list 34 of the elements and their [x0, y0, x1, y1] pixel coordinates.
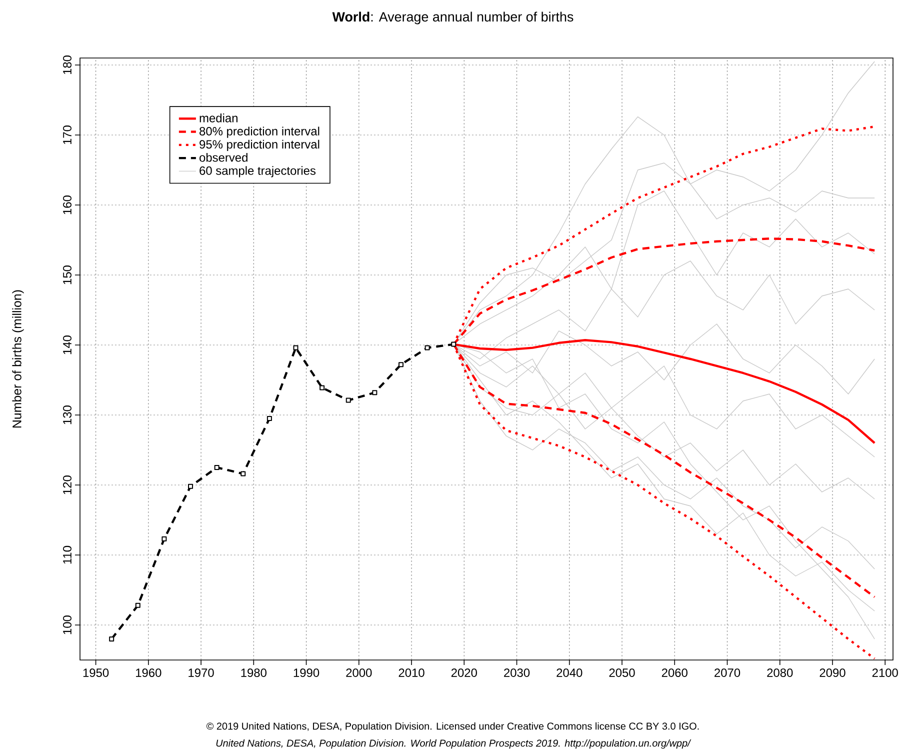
- y-tick-label: 160: [63, 195, 72, 214]
- x-tick-label: 2060: [662, 668, 688, 677]
- x-tick-label: 1980: [241, 668, 266, 677]
- x-tick-label: 2020: [451, 668, 477, 677]
- text: © 2019 United Nations, DESA, Population Division. Licensed under Creative Commons license CC BY 3.0 IGO.: [206, 722, 699, 732]
- x-tick-label: 1990: [294, 668, 320, 677]
- y-tick-label: 170: [63, 125, 72, 144]
- y-tick-label: 180: [63, 55, 72, 74]
- y-tick-label: 150: [63, 265, 72, 284]
- x-tick-label: 2080: [767, 668, 793, 677]
- legend-label: 95% prediction interval: [200, 140, 320, 151]
- y-tick-label: 110: [63, 546, 72, 564]
- x-tick-label: 2090: [820, 668, 846, 677]
- y-tick-label: 100: [63, 615, 72, 634]
- chart-title: World: Average annual number of births: [332, 12, 574, 24]
- x-tick-label: 2010: [398, 668, 424, 677]
- x-tick-label: 1970: [188, 668, 214, 677]
- x-tick-label: 2070: [714, 668, 740, 677]
- text: United Nations, DESA, Population Division. World Population Prospects 2019. http://population.un.org/wpp/: [216, 739, 692, 749]
- y-tick-label: 140: [63, 335, 72, 354]
- x-tick-label: 1960: [136, 668, 162, 677]
- y-tick-label: 120: [63, 475, 72, 494]
- legend-label: observed: [200, 152, 248, 162]
- y-tick-label: 130: [63, 405, 72, 424]
- legend-label: 60 sample trajectories: [200, 166, 316, 178]
- x-tick-label: 2040: [556, 668, 582, 677]
- y-axis-title: Number of births (million): [12, 290, 24, 428]
- legend-label: 80% prediction interval: [200, 126, 320, 138]
- x-tick-label: 1950: [83, 668, 109, 677]
- x-tick-label: 2100: [872, 668, 898, 677]
- x-tick-label: 2030: [504, 668, 530, 677]
- x-tick-label: 2050: [609, 668, 635, 677]
- legend-label: median: [200, 114, 238, 122]
- x-tick-label: 2000: [346, 668, 372, 677]
